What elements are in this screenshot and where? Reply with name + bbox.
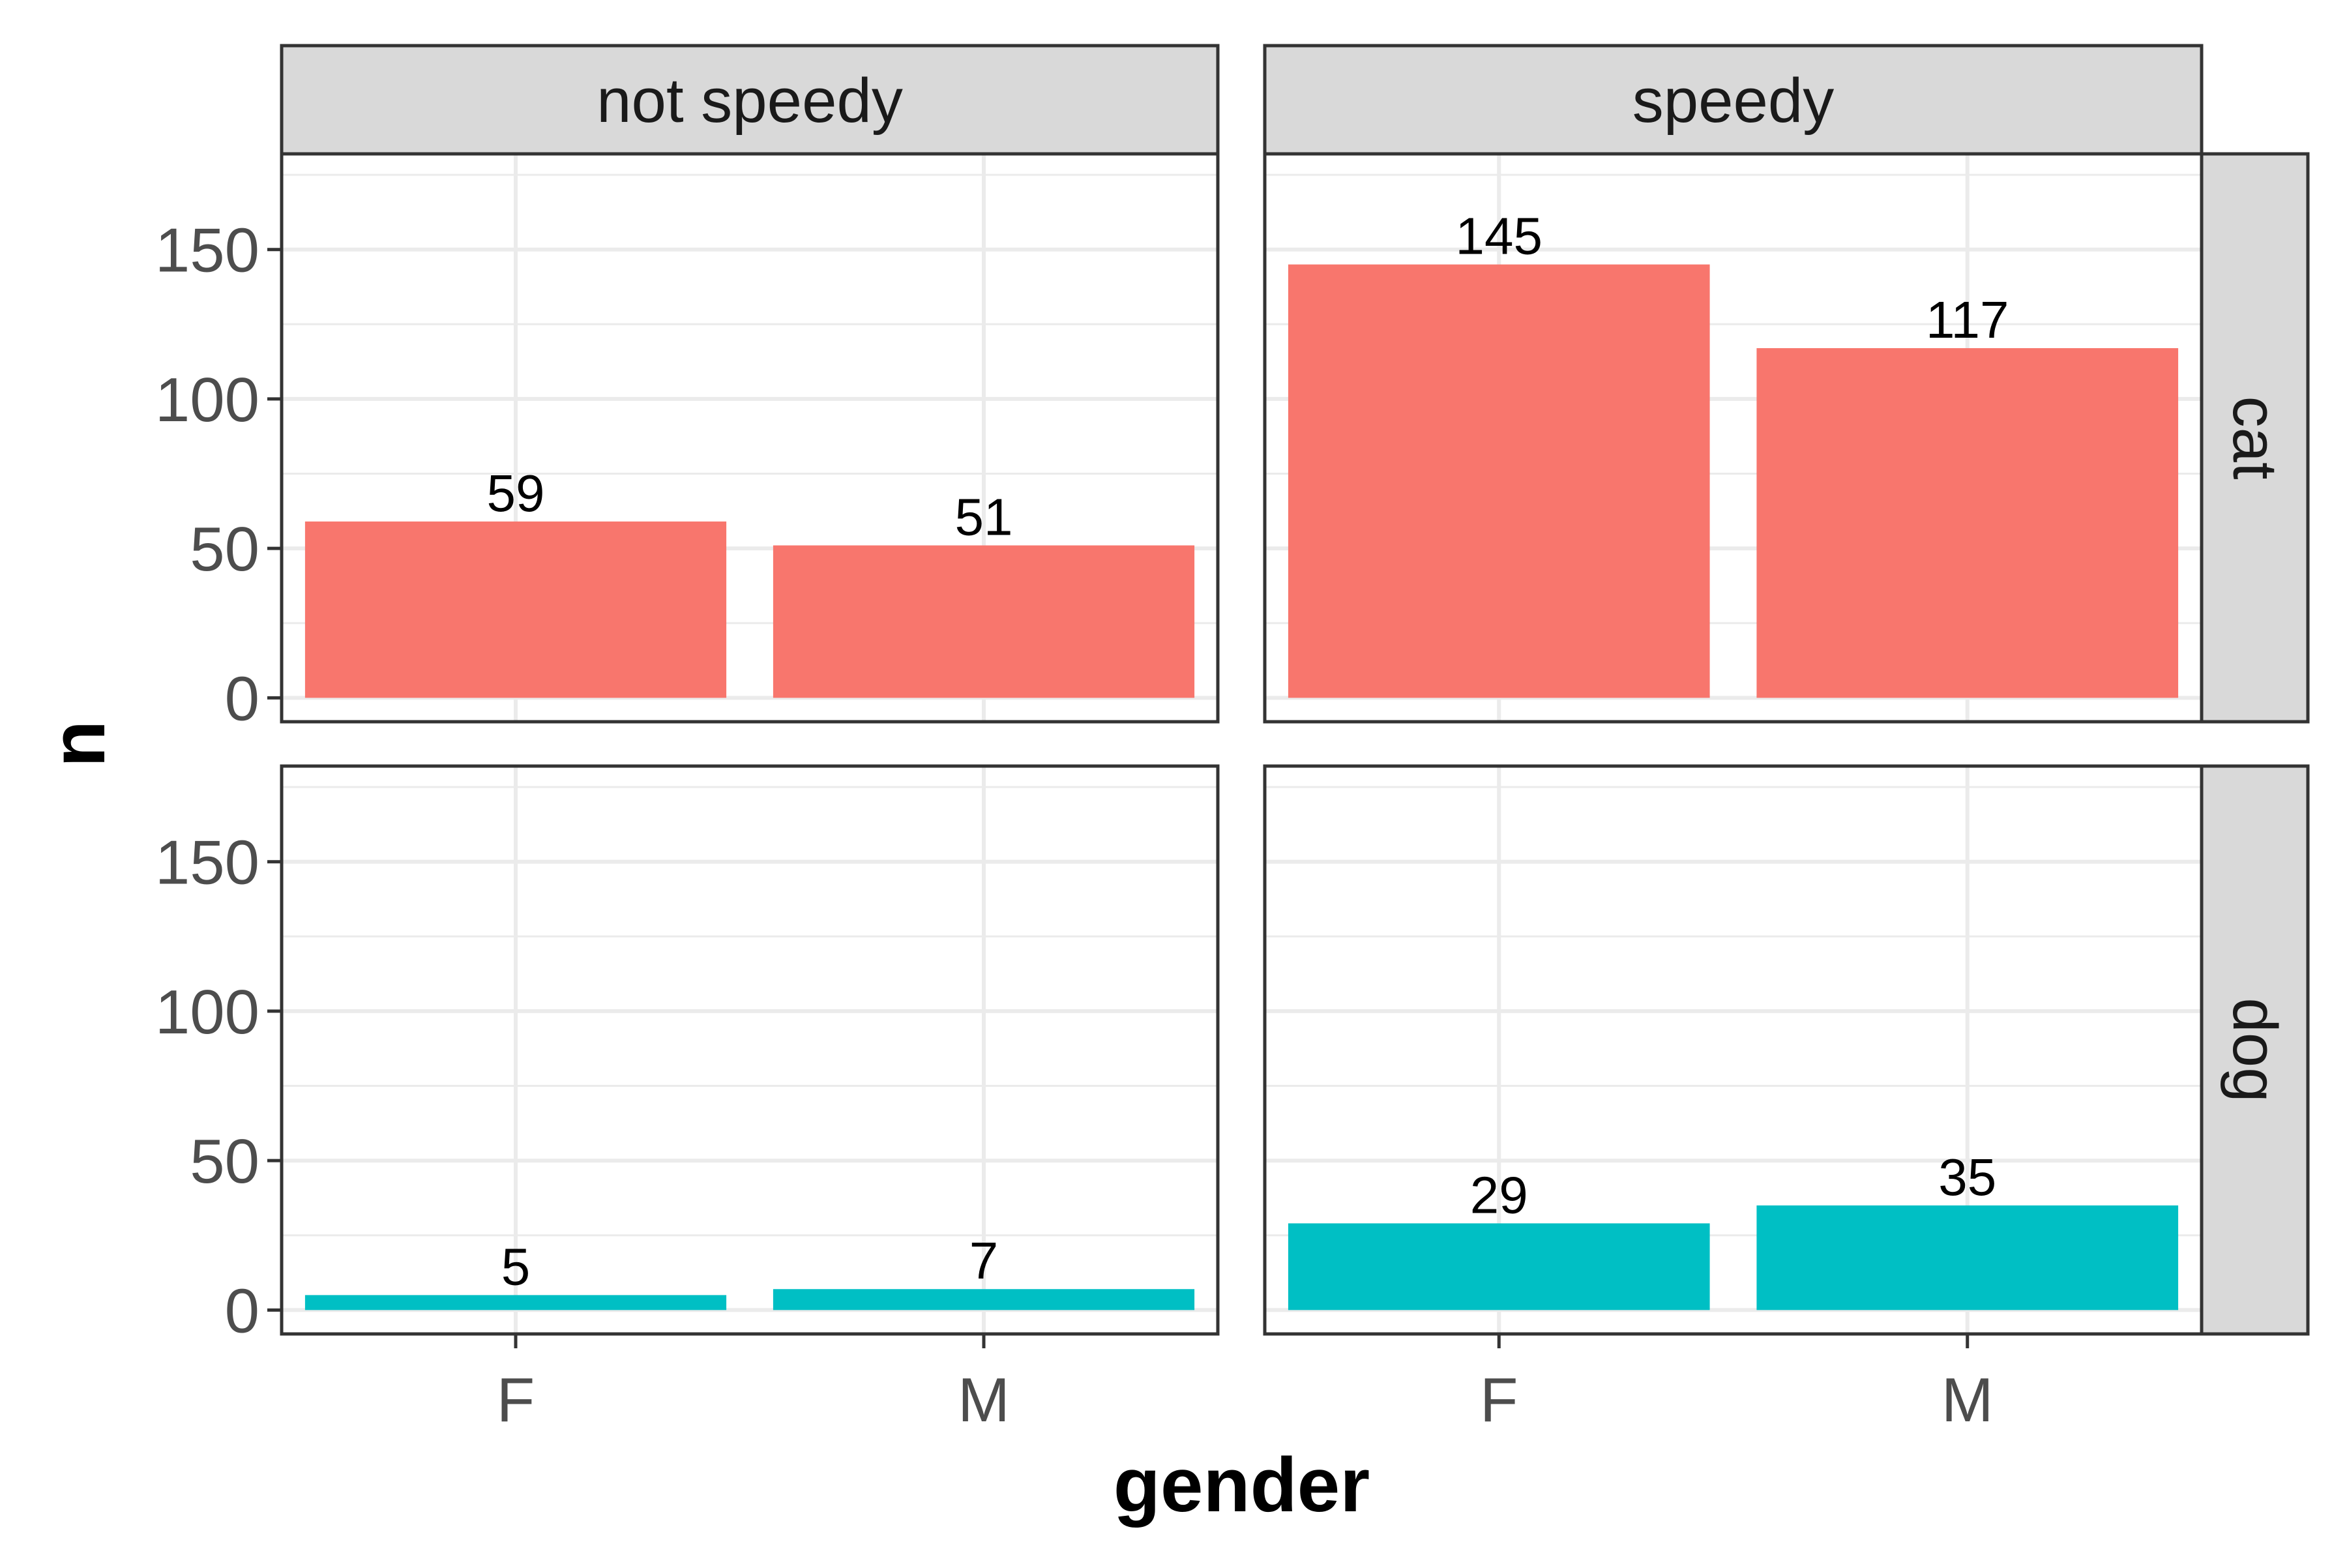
x-tick-label-m: M <box>1941 1365 1994 1435</box>
bar-dog-not-speedy-m-label: 7 <box>969 1232 999 1290</box>
bar-cat-not-speedy-m-label: 51 <box>955 488 1013 546</box>
row-strip-label-dog: dog <box>2220 998 2290 1102</box>
column-strip-not-speedy <box>280 44 1220 156</box>
y-tick-label: 150 <box>155 216 259 286</box>
x-tick-label-f: F <box>1480 1365 1518 1435</box>
x-tick-label-f: F <box>497 1365 535 1435</box>
bar-cat-speedy-m-label: 117 <box>1926 291 2009 349</box>
row-strip-cat <box>2200 152 2310 724</box>
bar-cat-speedy-f <box>1288 264 1710 698</box>
bar-dog-speedy-f-label: 29 <box>1470 1166 1528 1224</box>
bar-cat-not-speedy-f <box>304 521 727 698</box>
bar-dog-speedy-f <box>1288 1223 1710 1310</box>
y-tick-label: 50 <box>190 1127 259 1196</box>
bar-cat-speedy-f-label: 145 <box>1456 207 1543 265</box>
y-tick-label: 0 <box>225 1276 259 1346</box>
x-axis-title: gender <box>1114 1442 1370 1528</box>
bar-dog-speedy-m-label: 35 <box>1938 1148 1996 1206</box>
row-strip-dog <box>2200 764 2310 1336</box>
bar-cat-not-speedy-f-label: 59 <box>487 464 545 522</box>
y-tick-label: 50 <box>190 514 259 584</box>
panel-dog-not-speedy-background <box>282 766 1218 1334</box>
x-tick-label-m: M <box>958 1365 1010 1435</box>
bar-dog-not-speedy-f-label: 5 <box>501 1237 531 1295</box>
bar-cat-not-speedy-m <box>773 545 1195 698</box>
y-tick-label: 100 <box>155 365 259 435</box>
bar-dog-speedy-m <box>1756 1205 2179 1310</box>
y-tick-label: 100 <box>155 977 259 1047</box>
row-strip-label-cat: cat <box>2220 396 2290 479</box>
y-tick-label: 0 <box>225 664 259 733</box>
bar-dog-not-speedy-m <box>773 1289 1195 1310</box>
column-strip-speedy <box>1263 44 2204 156</box>
column-strip-label-speedy: speedy <box>1632 66 1835 136</box>
bar-cat-speedy-m <box>1756 348 2179 698</box>
panel-border <box>280 764 1220 1336</box>
y-axis-title: n <box>35 720 121 767</box>
bar-dog-not-speedy-f <box>304 1295 727 1310</box>
y-tick-label: 150 <box>155 828 259 898</box>
column-strip-label-not-speedy: not speedy <box>597 66 903 136</box>
